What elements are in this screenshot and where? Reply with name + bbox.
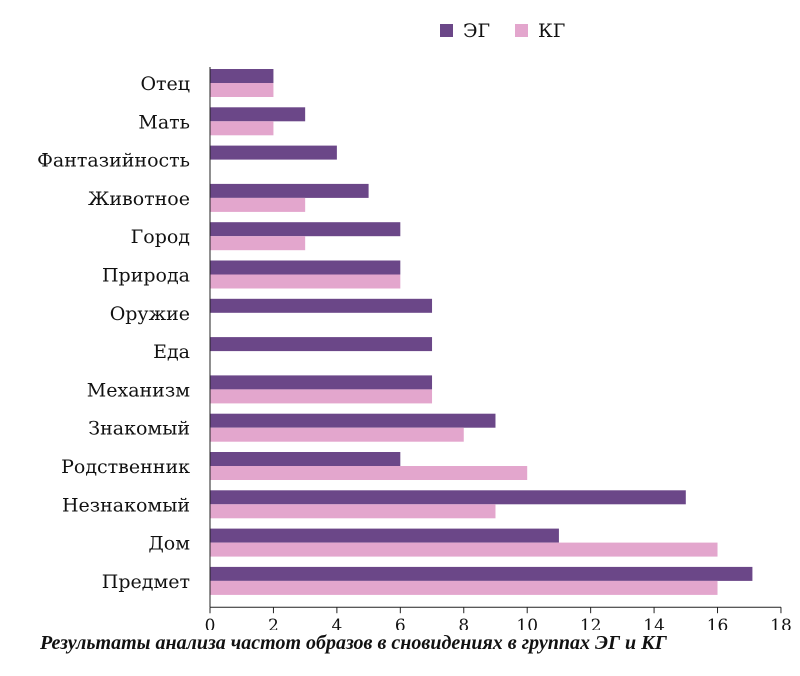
category-label-2: Мать (138, 111, 190, 133)
bar-kg-9 (210, 389, 433, 404)
bar-eg-11 (210, 452, 401, 466)
bar-kg-11 (210, 466, 528, 480)
bar-eg-3 (210, 145, 337, 160)
category-label-12: Незнакомый (62, 494, 190, 516)
category-label-8: Еда (153, 341, 190, 363)
category-label-3: Фантазийность (37, 150, 190, 172)
bar-kg-4 (210, 197, 306, 212)
legend-swatch-2 (515, 24, 528, 37)
bar-eg-6 (210, 260, 401, 275)
category-label-7: Оружие (110, 303, 190, 325)
bar-eg-10 (210, 413, 496, 428)
bar-chart: ЭГ КГ Отец Мать Фантазийность Животное Город П… (37, 20, 792, 630)
bar-kg-10 (210, 427, 464, 442)
x-axis: 0 2 4 6 8 10 12 14 16 18 (205, 67, 792, 630)
category-label-1: Отец (140, 73, 190, 95)
bar-eg-9 (210, 375, 433, 390)
category-label-5: Город (131, 226, 190, 248)
category-label-11: Родственник (61, 456, 190, 478)
x-tick-label-9: 16 (707, 616, 729, 630)
bar-kg-12 (210, 504, 496, 519)
bar-kg-14 (210, 580, 718, 595)
x-tick-label-5: 8 (458, 616, 469, 630)
category-label-13: Дом (148, 533, 190, 555)
legend-label-2: КГ (538, 20, 565, 42)
bar-kg-13 (210, 542, 718, 557)
bar-eg-14 (210, 566, 753, 581)
x-tick-label-1: 0 (205, 616, 216, 630)
legend-label-1: ЭГ (463, 20, 490, 42)
bar-eg-5 (210, 222, 401, 237)
bar-eg-2 (210, 107, 306, 122)
x-tick-label-2: 2 (268, 616, 279, 630)
legend-swatch-1 (440, 24, 453, 37)
category-labels: Отец Мать Фантазийность Животное Город Природ… (37, 73, 190, 593)
x-tick-label-3: 4 (331, 616, 342, 630)
legend: ЭГ КГ (440, 20, 565, 42)
bar-eg-13 (210, 528, 559, 543)
bar-kg-6 (210, 274, 401, 289)
x-tick-label-10: 18 (770, 616, 792, 630)
category-label-9: Механизм (87, 379, 190, 401)
x-tick-label-8: 14 (643, 616, 665, 630)
bar-eg-7 (210, 298, 433, 313)
bar-eg-1 (210, 69, 274, 83)
x-tick-label-7: 12 (580, 616, 602, 630)
bar-kg-5 (210, 236, 306, 251)
category-label-10: Знакомый (88, 418, 190, 440)
category-label-4: Животное (88, 188, 190, 210)
x-tick-label-6: 10 (516, 616, 538, 630)
bar-eg-4 (210, 183, 369, 198)
category-label-14: Предмет (102, 571, 190, 593)
chart-caption: Результаты анализа частот образов в снов… (40, 632, 667, 654)
bar-eg-12 (210, 490, 686, 505)
bars-group (210, 69, 753, 595)
bar-eg-8 (210, 337, 433, 352)
bar-kg-2 (210, 121, 274, 136)
x-tick-label-4: 6 (395, 616, 406, 630)
bar-kg-1 (210, 83, 274, 97)
category-label-6: Природа (102, 265, 190, 287)
